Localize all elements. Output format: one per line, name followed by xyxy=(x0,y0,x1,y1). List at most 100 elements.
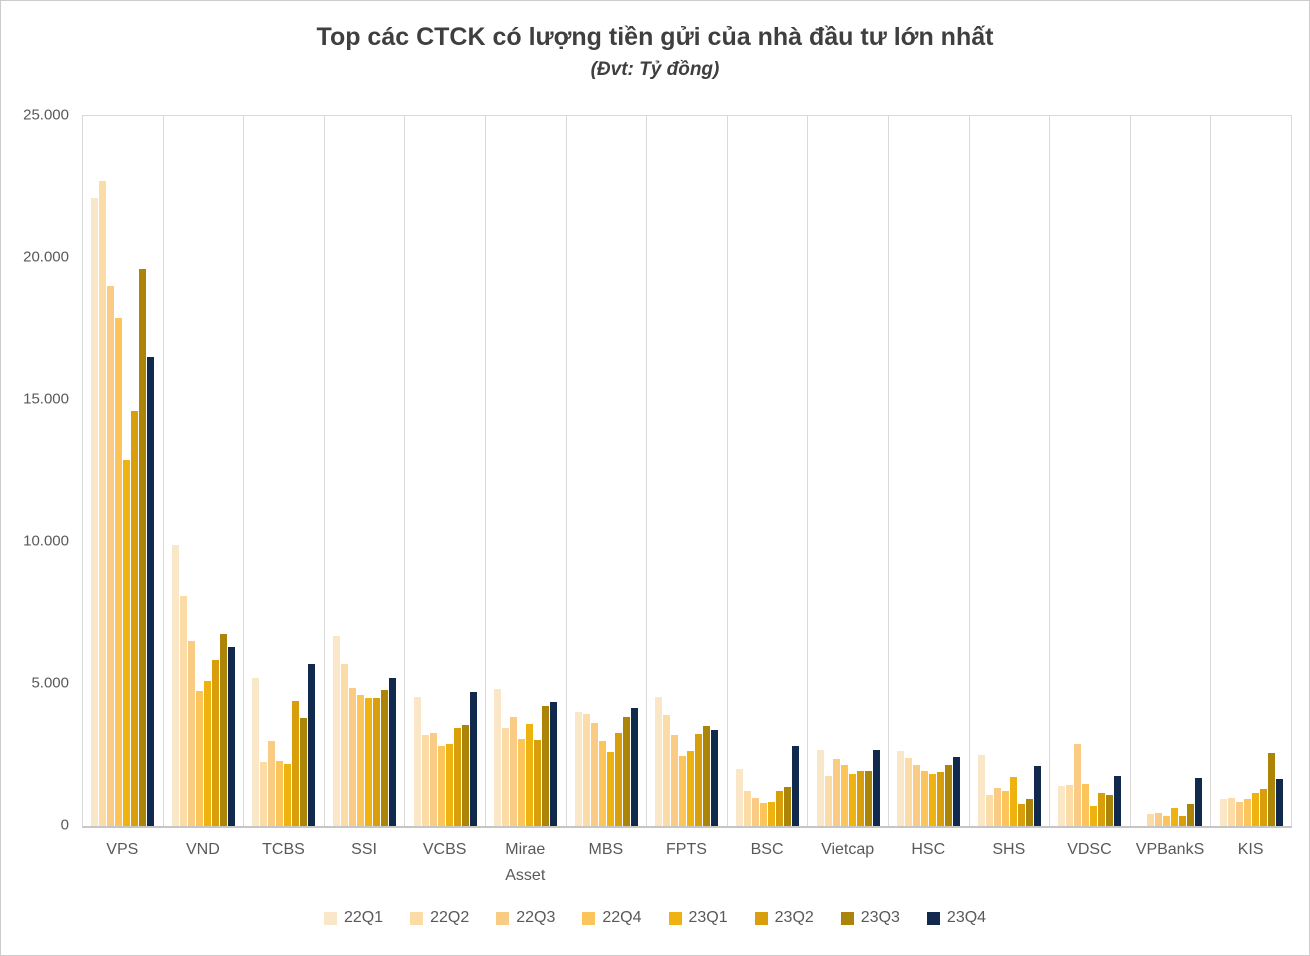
bar-hsc-22q3 xyxy=(913,764,921,826)
legend-item-23q1: 23Q1 xyxy=(668,909,728,927)
bar-vdsc-23q1 xyxy=(1090,806,1098,826)
x-label-mbs: MBS xyxy=(588,841,624,858)
bar-kis-22q3 xyxy=(1235,801,1243,826)
bar-vnd-23q1 xyxy=(203,681,211,826)
bar-mirae-asset-23q1 xyxy=(526,724,534,826)
bar-vpbanks-23q2 xyxy=(1179,816,1187,826)
legend-item-22q2: 22Q2 xyxy=(410,909,469,927)
legend-item-23q4: 23Q4 xyxy=(926,909,987,927)
bar-kis-22q2 xyxy=(1227,797,1235,826)
x-label-vpbanks: VPBankS xyxy=(1135,841,1205,858)
bar-vdsc-22q1 xyxy=(1058,785,1066,826)
x-label-vcbs: VCBS xyxy=(422,841,467,858)
legend-label-23q4: 23Q4 xyxy=(946,909,987,926)
bar-vdsc-23q3 xyxy=(1106,794,1114,826)
legend-swatch-23q2 xyxy=(754,911,768,925)
bar-vcbs-23q4 xyxy=(469,691,477,826)
plot-area xyxy=(82,115,1292,828)
bar-ssi-22q4 xyxy=(357,694,365,826)
bar-kis-23q4 xyxy=(1275,778,1283,826)
bar-vietcap-22q1 xyxy=(816,749,824,826)
bar-vpbanks-23q1 xyxy=(1171,808,1179,826)
category-group-vpbanks xyxy=(1131,116,1212,826)
bar-mirae-asset-22q2 xyxy=(502,727,510,826)
bar-vietcap-22q3 xyxy=(832,758,840,826)
bar-tcbs-22q3 xyxy=(268,740,276,826)
bar-vnd-22q4 xyxy=(195,691,203,826)
bar-vnd-23q3 xyxy=(219,634,227,826)
bar-fpts-23q4 xyxy=(711,730,719,826)
bar-shs-23q1 xyxy=(1009,776,1017,826)
bar-mirae-asset-22q4 xyxy=(518,738,526,826)
bar-fpts-22q3 xyxy=(671,735,679,826)
x-axis-labels: VPS VND TCBS SSI VCBS Mirae Asset MBS FPTS BSC Vi… xyxy=(82,837,1291,888)
bar-ssi-23q1 xyxy=(365,697,373,826)
bar-vdsc-22q3 xyxy=(1074,743,1082,826)
bar-shs-23q2 xyxy=(1017,803,1025,826)
bar-bsc-23q1 xyxy=(768,801,776,826)
x-label-mirae-asset: Mirae Asset xyxy=(505,841,546,884)
bar-vpbanks-22q4 xyxy=(1163,816,1171,826)
bar-ssi-22q2 xyxy=(341,664,349,826)
x-label-ssi: SSI xyxy=(351,841,377,858)
bar-ssi-23q3 xyxy=(381,690,389,826)
x-label-vps: VPS xyxy=(106,841,139,858)
category-group-mirae-asset xyxy=(486,116,567,826)
bar-vpbanks-23q4 xyxy=(1195,777,1203,826)
bar-tcbs-23q4 xyxy=(308,664,316,826)
bar-vps-23q4 xyxy=(147,357,155,826)
x-label-shs: SHS xyxy=(992,841,1026,858)
chart-subtitle: (Đvt: Tỷ đồng) xyxy=(590,59,720,80)
bar-vps-22q4 xyxy=(115,317,123,826)
legend-item-22q1: 22Q1 xyxy=(323,909,383,927)
legend-swatch-22q2 xyxy=(410,911,424,925)
y-tick-10-000: 10.000 xyxy=(23,532,69,550)
category-group-tcbs xyxy=(244,116,325,826)
bar-vdsc-22q4 xyxy=(1082,783,1090,826)
bar-ssi-22q1 xyxy=(333,635,341,826)
legend-swatch-22q1 xyxy=(323,911,337,925)
x-label-vdsc: VDSC xyxy=(1067,841,1112,858)
bar-fpts-23q2 xyxy=(695,733,703,826)
bar-mirae-asset-23q3 xyxy=(542,705,550,826)
category-group-kis xyxy=(1211,116,1292,826)
bar-vcbs-22q1 xyxy=(413,696,421,826)
legend-label-22q3: 22Q3 xyxy=(516,909,556,926)
bar-shs-23q3 xyxy=(1025,798,1033,826)
bar-mbs-23q4 xyxy=(630,707,638,826)
bar-mbs-22q2 xyxy=(582,713,590,826)
bar-fpts-23q1 xyxy=(687,751,695,826)
legend-swatch-22q3 xyxy=(496,911,510,925)
bar-vnd-23q4 xyxy=(227,647,235,826)
legend-swatch-23q4 xyxy=(926,911,940,925)
x-label-hsc: HSC xyxy=(911,841,946,858)
bar-vietcap-22q2 xyxy=(824,776,832,826)
bar-mbs-23q2 xyxy=(614,733,622,826)
x-label-bsc: BSC xyxy=(750,841,784,858)
bar-vcbs-23q1 xyxy=(445,744,453,826)
bar-hsc-22q2 xyxy=(905,758,913,826)
y-tick-0: 0 xyxy=(60,816,69,834)
y-tick-20-000: 20.000 xyxy=(23,248,69,266)
legend-label-22q4: 22Q4 xyxy=(602,909,642,926)
bar-hsc-23q3 xyxy=(945,764,953,826)
bar-mbs-22q3 xyxy=(590,722,598,826)
legend-label-23q1: 23Q1 xyxy=(688,909,728,926)
bar-vps-23q2 xyxy=(131,411,139,826)
bar-vdsc-23q4 xyxy=(1114,776,1122,826)
bar-fpts-22q2 xyxy=(663,714,671,826)
legend-item-22q4: 22Q4 xyxy=(582,909,642,927)
bar-bsc-23q2 xyxy=(776,790,784,826)
bar-tcbs-23q3 xyxy=(300,718,308,826)
category-group-vcbs xyxy=(405,116,486,826)
x-label-kis: KIS xyxy=(1237,841,1264,858)
legend-swatch-23q3 xyxy=(840,911,854,925)
bar-hsc-23q4 xyxy=(953,757,961,826)
bar-vnd-22q3 xyxy=(187,641,195,826)
bar-ssi-22q3 xyxy=(349,688,357,826)
bar-fpts-23q3 xyxy=(703,726,711,826)
bar-vps-22q2 xyxy=(99,181,107,826)
bar-bsc-22q3 xyxy=(752,797,760,826)
category-group-vps xyxy=(83,116,164,826)
